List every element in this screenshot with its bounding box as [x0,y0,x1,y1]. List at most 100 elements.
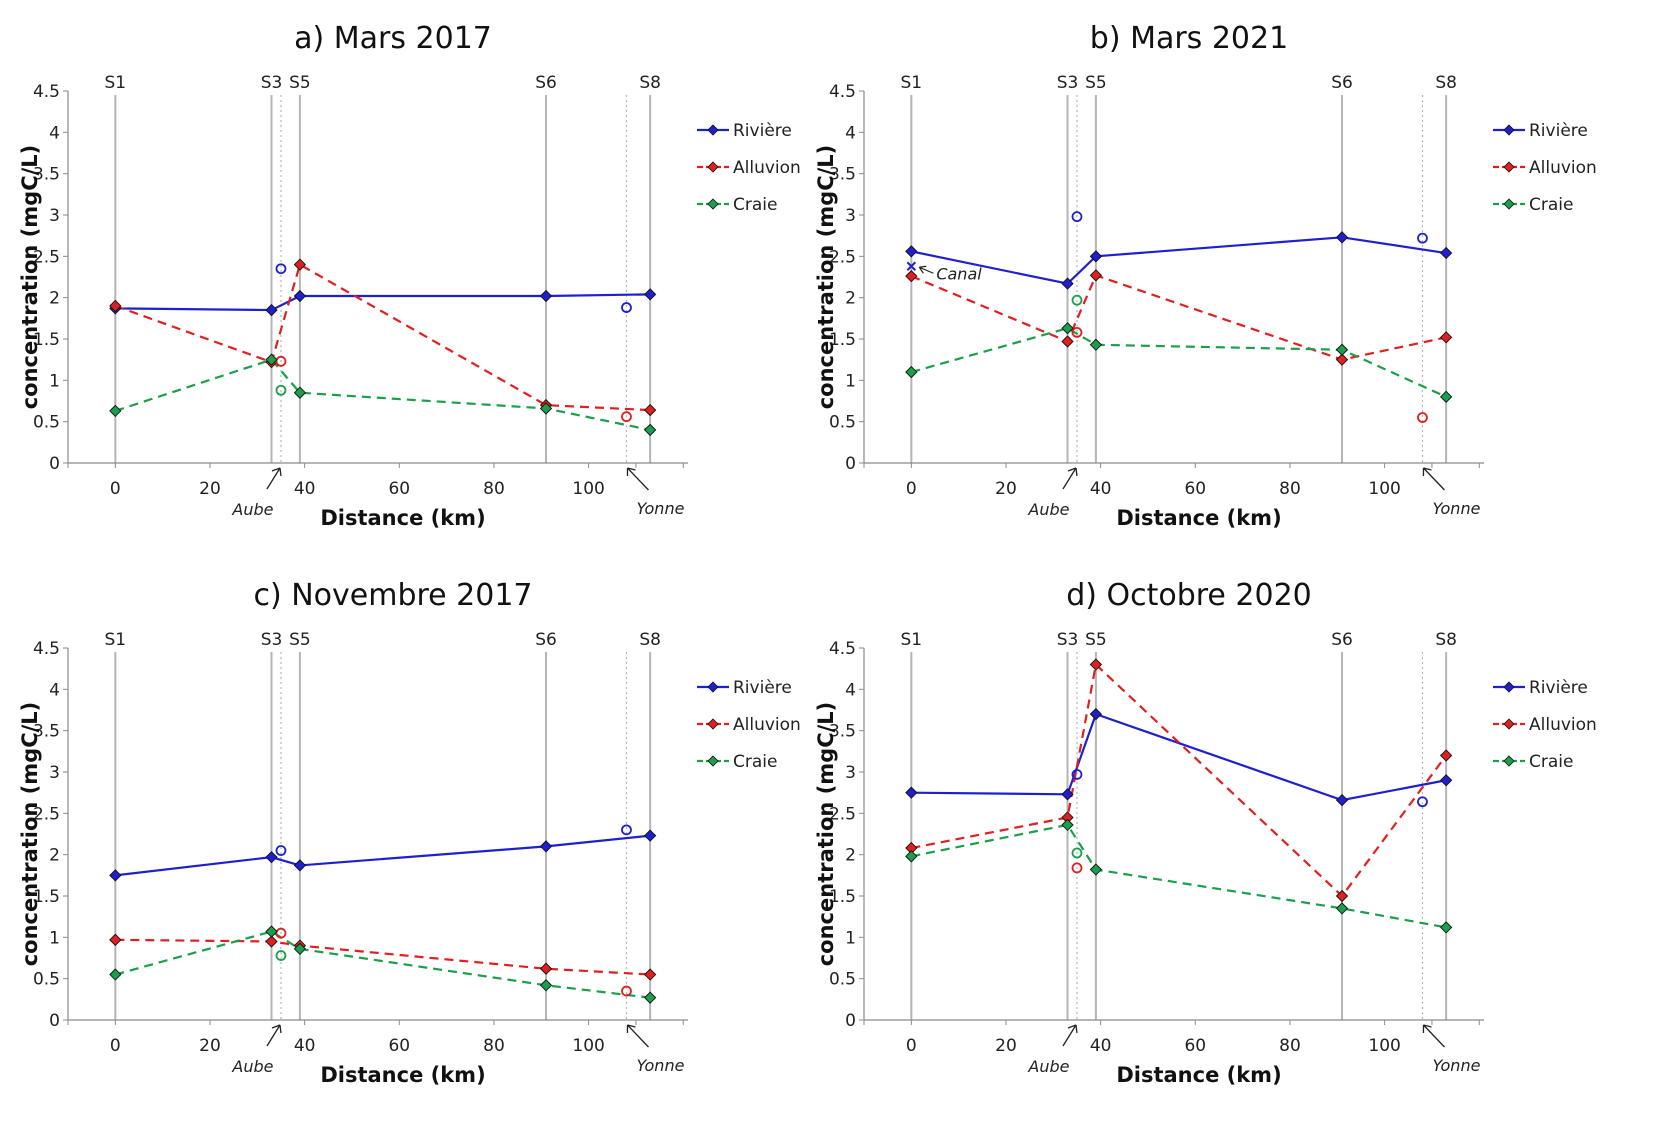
chart-title: b) Mars 2021 [1090,21,1288,56]
y-tick-label: 0.5 [33,413,60,433]
y-tick-label: 3 [845,206,856,226]
data-point [1335,889,1349,903]
x-tick-label: 20 [995,479,1017,499]
tributary-point [1417,796,1428,808]
station-label: S3 [1057,630,1079,650]
station-label: S1 [901,630,923,650]
series-line-Alluvion [115,938,651,976]
y-tick-label: 4 [49,123,60,143]
x-axis-label: Distance (km) [320,1063,485,1087]
chart-title: d) Octobre 2020 [1066,578,1312,613]
data-point [1440,390,1453,404]
yonne-arrow-head [1422,1024,1432,1033]
station-label: S1 [901,73,923,93]
legend-marker [707,755,719,767]
aube-arrow-shaft [1062,467,1077,490]
data-point [1335,343,1349,356]
station-label: S8 [1435,73,1457,93]
series-line-Craie [911,823,1447,929]
yonne-arrow-shaft [1423,1024,1445,1048]
y-tick-label: 4 [49,680,60,700]
aube-annotation: Aube [1027,1057,1069,1076]
legend-marker [707,681,719,693]
data-point [1089,269,1103,282]
data-point [1061,788,1074,801]
legend-label: Craie [1529,195,1573,215]
y-tick-label: 4.5 [829,82,856,102]
series-line-Rivière [115,293,651,312]
chart-panel-2: b) Mars 2021 S1 S3 S5 S6 S8 0 0.5 1 1.5 2 2.5 3 3.5 4 4… [814,21,1597,530]
x-axis-label: Distance (km) [1116,1063,1281,1087]
series-line-Craie [114,358,651,432]
x-tick-label: 60 [388,479,410,499]
tributary-point [621,411,632,423]
legend-marker [1503,681,1515,693]
data-point [1061,818,1074,832]
aube-annotation: Aube [1027,500,1069,519]
station-label: S5 [289,630,311,650]
y-tick-label: 3.5 [829,722,856,742]
aube-arrow-shaft [266,1024,281,1047]
data-point [905,270,918,283]
y-tick-label: 0 [845,454,856,474]
data-point [1335,793,1349,807]
yonne-arrow-shaft [1423,467,1445,491]
data-point [293,386,307,399]
y-tick-label: 2 [49,846,60,866]
aube-annotation: Aube [231,500,273,519]
data-point [265,851,278,864]
data-point [644,423,657,437]
station-label: S5 [1085,73,1107,93]
tributary-point [1071,847,1083,859]
data-point [1089,707,1103,721]
legend-label: Craie [1529,752,1573,772]
x-tick-label: 20 [995,1036,1017,1056]
aube-annotation: Aube [231,1057,273,1076]
station-label: S8 [639,73,661,93]
data-point [293,258,307,271]
tributary-point [1071,862,1083,874]
legend-label: Rivière [1529,121,1588,141]
data-point [539,979,553,992]
data-point [644,288,657,301]
data-point [1335,353,1349,366]
data-point [539,840,553,853]
aube-arrow-head [1067,467,1078,477]
tributary-point [621,824,632,836]
data-point [265,935,278,948]
data-point [109,968,122,981]
data-point [539,402,553,415]
y-tick-label: 2 [49,289,60,309]
tributary-point [1071,769,1083,780]
tributary-point [275,263,287,275]
data-point [1440,774,1453,787]
legend-marker [707,198,719,210]
x-tick-label: 40 [294,479,316,499]
y-tick-label: 2.5 [829,804,856,824]
data-point [293,942,307,956]
data-point [1440,749,1453,762]
legend-label: Rivière [733,678,792,698]
chart-title: c) Novembre 2017 [253,578,532,613]
aube-arrow-head [1067,1024,1078,1034]
y-tick-label: 0.5 [33,970,60,990]
tributary-point [275,355,287,367]
legend-label: Rivière [1529,678,1588,698]
yonne-arrow-shaft [627,1024,649,1048]
data-point [109,404,122,418]
x-tick-label: 100 [1368,1036,1400,1056]
tributary-point [1417,412,1428,423]
legend-marker [707,718,719,730]
y-tick-label: 0.5 [829,970,856,990]
x-tick-label: 100 [572,479,604,499]
yonne-annotation: Yonne [637,1056,685,1075]
y-tick-label: 2.5 [33,247,60,267]
data-point [644,403,657,417]
yonne-arrow-head [626,467,636,476]
y-tick-label: 3.5 [829,165,856,185]
station-label: S5 [1085,630,1107,650]
chart-panel-3: c) Novembre 2017 S1 S3 S5 S6 S8 0 0.5 1 1.5 2 2.5 3 3… [18,578,801,1087]
x-tick-label: 60 [1184,1036,1206,1056]
